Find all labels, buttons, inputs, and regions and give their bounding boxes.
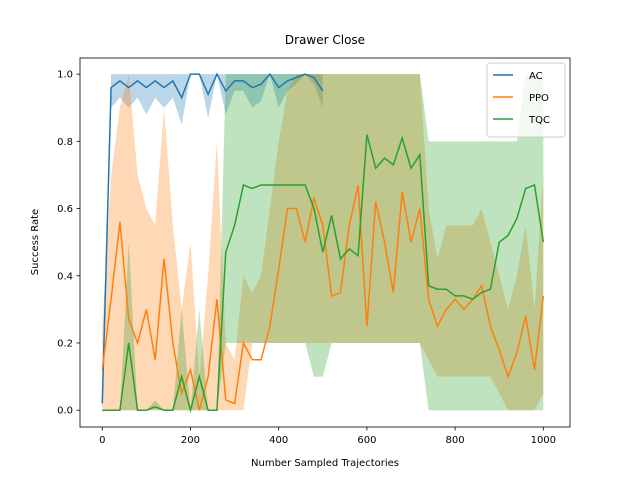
series-line bbox=[101, 184, 545, 411]
x-tick-label: 0 bbox=[99, 435, 105, 446]
y-tick-label: 0.2 bbox=[57, 338, 73, 349]
series-line bbox=[101, 72, 324, 404]
y-tick-label: 0.4 bbox=[57, 271, 73, 282]
x-axis-label: Number Sampled Trajectories bbox=[251, 458, 399, 469]
x-tick-label: 800 bbox=[446, 435, 465, 446]
x-tick-label: 400 bbox=[269, 435, 288, 446]
confidence-band bbox=[102, 74, 544, 411]
legend-label: AC bbox=[529, 71, 543, 82]
confidence-band bbox=[102, 74, 544, 411]
y-tick-label: 1.0 bbox=[57, 70, 73, 81]
y-tick-label: 0.6 bbox=[57, 204, 73, 215]
x-tick-label: 600 bbox=[357, 435, 376, 446]
legend: AC PPO TQC bbox=[486, 62, 566, 138]
legend-frame bbox=[486, 62, 566, 138]
legend-label: PPO bbox=[529, 93, 549, 104]
x-tick-label: 200 bbox=[181, 435, 200, 446]
chart-title: Drawer Close bbox=[285, 33, 365, 47]
y-tick-label: 0.0 bbox=[57, 406, 73, 417]
plot-frame bbox=[79, 57, 571, 428]
series-line bbox=[102, 134, 545, 414]
y-axis-label: Success Rate bbox=[30, 209, 41, 275]
x-tick-label: 1000 bbox=[531, 435, 556, 446]
y-tick-label: 0.8 bbox=[57, 137, 73, 148]
legend-label: TQC bbox=[528, 115, 550, 126]
